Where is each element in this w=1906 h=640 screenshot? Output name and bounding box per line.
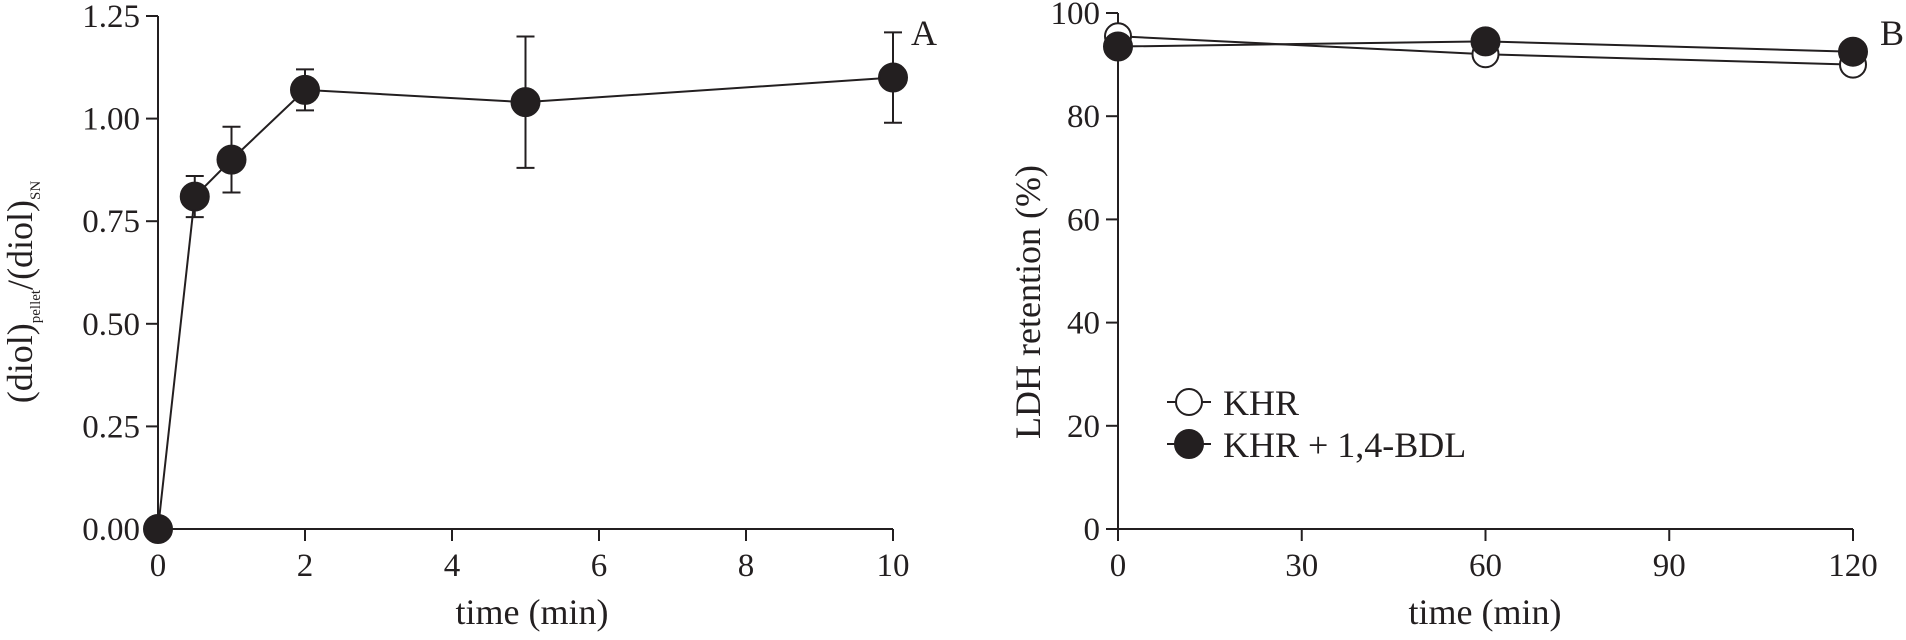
panel-a-y-tick-label: 1.25 [82, 0, 140, 35]
panel-a-series-0-point [290, 74, 320, 105]
panel-b-y-tick-label: 80 [1067, 99, 1100, 135]
panel-b-y-tick-label: 60 [1067, 202, 1100, 238]
panel-b: 0 30 60 90 120 0 20 40 60 80 100 B time (min) LDH … [1008, 0, 1904, 632]
panel-a: 0 2 4 6 8 10 0.00 0.25 0.50 0.75 1.00 1.25 A time (… [0, 0, 937, 632]
panel-a-x-tick-label: 6 [591, 548, 608, 584]
panel-b-y-tick-label: 40 [1067, 306, 1100, 342]
legend-label-khr: KHR [1223, 383, 1299, 423]
panel-b-x-tick-label: 120 [1828, 548, 1878, 584]
panel-a-y-label-mid: /(diol) [0, 200, 40, 290]
panel-b-series-1-point [1838, 36, 1868, 67]
panel-b-letter: B [1880, 13, 1904, 53]
panel-b-series-1-point [1103, 31, 1133, 62]
panel-a-series-0-line [157, 76, 894, 530]
legend-marker-khr-bdl [1174, 429, 1204, 459]
panel-a-letter: A [911, 13, 937, 53]
panel-a-y-tick-label: 0.00 [82, 512, 140, 548]
panel-a-plot-area: 0 2 4 6 8 10 0.00 0.25 0.50 0.75 1.00 1.25 [82, 0, 909, 584]
panel-b-y-axis-label: LDH retention (%) [1008, 165, 1048, 439]
panel-b-x-tick-label: 60 [1469, 548, 1502, 584]
panel-b-y-tick-label: 100 [1051, 0, 1101, 32]
panel-b-x-axis-label: time (min) [1409, 592, 1562, 632]
panel-b-x-tick-label: 0 [1110, 548, 1127, 584]
panel-a-x-tick-label: 10 [877, 548, 910, 584]
panel-a-series-0-point [143, 514, 173, 544]
legend-item-khr-bdl: KHR + 1,4-BDL [1167, 425, 1466, 465]
panel-b-series-1-point [1470, 26, 1501, 57]
panel-a-y-label-main: (diol) [0, 323, 40, 403]
panel-a-y-tick-label: 1.00 [82, 102, 140, 138]
panel-a-x-tick-label: 8 [738, 548, 755, 584]
panel-a-x-tick-label: 2 [297, 548, 314, 584]
panel-b-y-tick-label: 20 [1067, 409, 1100, 445]
legend-item-khr: KHR [1167, 383, 1299, 423]
panel-b-x-tick-label: 90 [1653, 548, 1686, 584]
panel-a-y-label-sub-sn: SN [28, 181, 44, 200]
panel-a-y-label-sub-pellet: pellet [28, 289, 44, 323]
legend-marker-khr [1175, 388, 1203, 416]
panel-b-legend: KHR KHR + 1,4-BDL [1167, 383, 1466, 465]
panel-a-y-tick-label: 0.75 [82, 204, 140, 240]
panel-a-x-tick-label: 0 [150, 548, 167, 584]
panel-a-x-tick-label: 4 [444, 548, 461, 584]
panel-a-y-tick-label: 0.50 [82, 307, 140, 343]
panel-a-series-0-point [216, 144, 247, 175]
panel-a-x-axis-label: time (min) [456, 592, 609, 632]
legend-label-khr-bdl: KHR + 1,4-BDL [1223, 425, 1466, 465]
panel-b-x-tick-label: 30 [1285, 548, 1318, 584]
panel-a-series-0-point [878, 62, 908, 93]
panel-b-plot-area: 0 30 60 90 120 0 20 40 60 80 100 [1051, 0, 1878, 584]
panel-a-series-0-point [179, 181, 210, 212]
panel-a-y-axis-label: (diol)pellet/(diol)SN [0, 181, 44, 404]
panel-a-series-0-point [510, 87, 541, 118]
panel-a-y-tick-label: 0.25 [82, 409, 140, 445]
panel-b-y-tick-label: 0 [1084, 512, 1101, 548]
